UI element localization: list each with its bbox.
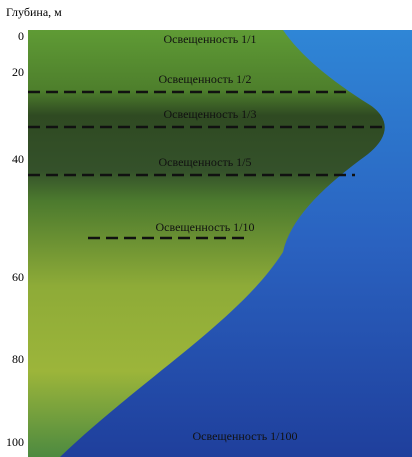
level-label: Освещенность 1/3 xyxy=(164,107,257,121)
depth-tick-label: 20 xyxy=(12,65,24,79)
level-label: Освещенность 1/100 xyxy=(193,429,298,443)
light-zone xyxy=(28,30,385,457)
depth-tick-label: 40 xyxy=(12,152,24,166)
depth-tick-label: 80 xyxy=(12,352,24,366)
level-label: Освещенность 1/5 xyxy=(159,155,252,169)
level-label: Освещенность 1/2 xyxy=(159,72,252,86)
level-label: Освещенность 1/1 xyxy=(164,32,257,46)
axis-label: Глубина, м xyxy=(6,5,62,19)
depth-tick-label: 100 xyxy=(6,435,24,449)
depth-tick-label: 0 xyxy=(18,29,24,43)
level-labels: Освещенность 1/1 Освещенность 1/2 Освещенн… xyxy=(156,32,298,443)
level-lines xyxy=(28,90,385,240)
depth-tick-label: 60 xyxy=(12,270,24,284)
level-label: Освещенность 1/10 xyxy=(156,220,255,234)
depth-axis: 0 20 40 60 80 100 xyxy=(6,29,24,449)
